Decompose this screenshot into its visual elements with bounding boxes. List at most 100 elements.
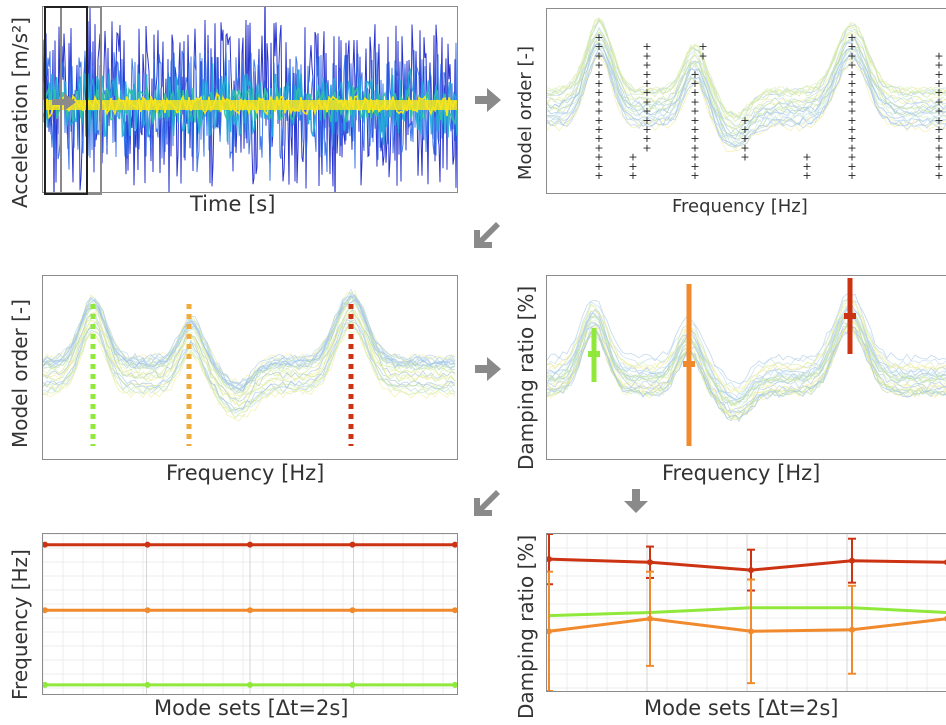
stabilization-plot: + + + + + + + + + + + + + + + + + + + + + + + + + + + + + + + + + + + + + + + +…: [546, 8, 946, 194]
damp-point: [849, 626, 855, 633]
stable-pole-marker: +: [847, 151, 856, 164]
freq-point: [452, 681, 457, 688]
spectrum-curve: [43, 296, 456, 392]
stable-pole-marker: +: [847, 169, 856, 182]
stable-pole-marker: +: [690, 141, 699, 154]
freq-point: [43, 607, 48, 614]
freq-point: [247, 681, 253, 688]
stable-pole-marker: +: [847, 141, 856, 154]
stable-pole-marker: +: [628, 160, 637, 173]
stable-pole-marker: +: [642, 141, 651, 154]
signal-ylabel: Acceleration [m/s²]: [8, 17, 32, 208]
freq-point: [144, 681, 151, 688]
arrow-down-icon: [624, 489, 648, 513]
stable-pole-marker: +: [594, 59, 603, 72]
spectrum-curve: [43, 295, 456, 385]
stable-pole-marker: +: [740, 141, 749, 154]
stable-pole-marker: +: [934, 59, 943, 72]
freq-point: [349, 541, 356, 548]
spectrum-curve: [547, 319, 946, 414]
window-shift-icon: [52, 93, 76, 111]
freq-point: [349, 681, 356, 688]
stable-pole-marker: +: [934, 77, 943, 90]
freq-tracking-plot: [42, 533, 458, 695]
freq-tracking-ylabel: Frequency [Hz]: [8, 549, 32, 700]
freq-point: [43, 541, 48, 548]
stable-pole-marker: +: [802, 151, 811, 164]
stable-pole-marker: +: [690, 95, 699, 108]
damping-xlabel: Frequency [Hz]: [662, 461, 821, 485]
spectrum-curve: [43, 327, 456, 422]
damp-point: [547, 556, 552, 563]
spectrum-curve: [547, 301, 946, 394]
stable-pole-marker: +: [594, 95, 603, 108]
stable-pole-marker: +: [847, 114, 856, 127]
freq-tracking-chart: [43, 534, 457, 694]
stable-pole-marker: +: [594, 132, 603, 145]
stable-pole-marker: +: [690, 105, 699, 118]
stable-pole-marker: +: [690, 151, 699, 164]
spectrum-curve: [547, 317, 946, 414]
stable-pole-marker: +: [594, 86, 603, 99]
spectrum-curve: [547, 309, 946, 406]
stable-pole-marker: +: [934, 49, 943, 62]
spectrum-curve: [43, 299, 456, 390]
stable-pole-marker: +: [934, 86, 943, 99]
spectrum-curve: [547, 42, 946, 140]
stable-pole-marker: +: [740, 123, 749, 136]
stable-pole-marker: +: [934, 132, 943, 145]
spectrum-curve: [547, 26, 946, 126]
damp-tracking-plot: [546, 533, 946, 692]
stable-pole-marker: +: [594, 123, 603, 136]
spectrum-curve: [43, 305, 456, 403]
stable-pole-marker: +: [690, 68, 699, 81]
clustered-modes: [43, 288, 456, 446]
stable-pole-marker: +: [934, 169, 943, 182]
damping-ylabel: Damping ratio [%]: [514, 285, 538, 470]
stable-pole-marker: +: [642, 86, 651, 99]
stable-pole-marker: +: [594, 31, 603, 44]
stable-pole-marker: +: [847, 77, 856, 90]
stabilization-ylabel: Model order [-]: [515, 45, 536, 180]
stable-pole-marker: +: [847, 31, 856, 44]
stable-pole-marker: +: [642, 77, 651, 90]
freq-point: [247, 541, 253, 548]
mode-1-damping-mean: [588, 351, 600, 357]
spectrum-curve: [547, 52, 946, 147]
stable-pole-marker: +: [628, 169, 637, 182]
stable-pole-marker: +: [690, 160, 699, 173]
stable-pole-marker: +: [934, 141, 943, 154]
stable-pole-marker: +: [594, 68, 603, 81]
signal-core: [43, 100, 457, 110]
arrow-right-icon: [475, 357, 501, 381]
spectrum-curve: [547, 17, 946, 119]
stable-pole-marker: +: [934, 160, 943, 173]
stable-pole-marker: +: [847, 132, 856, 145]
stable-pole-marker: +: [740, 151, 749, 164]
damping-estimates: [547, 278, 946, 446]
stable-pole-marker: +: [847, 160, 856, 173]
stable-pole-marker: +: [934, 151, 943, 164]
stable-pole-marker: +: [642, 95, 651, 108]
stable-pole-marker: +: [934, 105, 943, 118]
stable-pole-marker: +: [642, 123, 651, 136]
spectrum-curve: [547, 307, 946, 404]
damp-point: [849, 557, 855, 564]
spectrum-curve: [43, 301, 456, 398]
stable-pole-marker: +: [934, 114, 943, 127]
freq-point: [144, 541, 151, 548]
stable-pole-marker: +: [690, 86, 699, 99]
mode-2-damping-mean: [683, 361, 695, 367]
arrow-down-left-icon: [474, 222, 500, 248]
signal-xlabel: Time [s]: [190, 192, 276, 216]
stable-pole-marker: +: [802, 169, 811, 182]
stable-pole-marker: +: [594, 105, 603, 118]
stable-pole-marker: +: [690, 77, 699, 90]
damp-tracking-chart: [547, 534, 946, 691]
spectrum-curve: [547, 32, 946, 130]
stable-pole-marker: +: [690, 132, 699, 145]
arrow-down-left-icon: [474, 490, 500, 516]
stable-pole-marker: +: [642, 114, 651, 127]
spectrum-curve: [43, 306, 456, 397]
freq-point: [452, 541, 457, 548]
